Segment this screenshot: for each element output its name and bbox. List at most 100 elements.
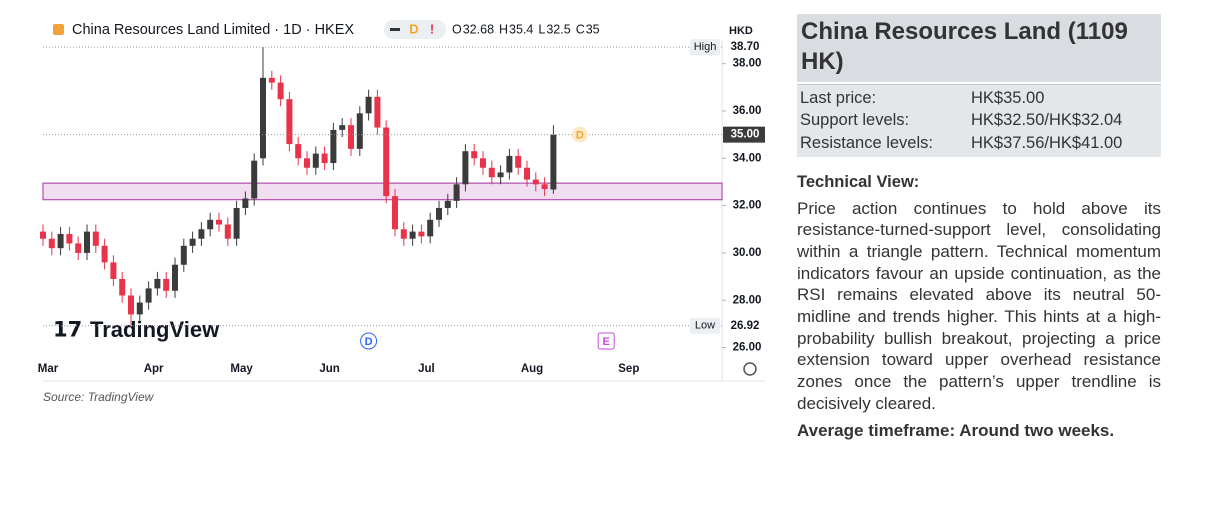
table-cell: Last price: xyxy=(800,88,877,107)
event-marker xyxy=(597,332,615,350)
price-name-tag xyxy=(690,39,720,56)
price-name: Low xyxy=(695,320,715,332)
candle-body xyxy=(304,158,310,168)
event-marker xyxy=(360,332,378,350)
x-tick-label: May xyxy=(230,363,253,375)
event-marker xyxy=(571,126,588,143)
chart-title: China Resources Land Limited · 1D · HKEX xyxy=(72,22,354,38)
candle-body xyxy=(224,224,231,239)
candle-body xyxy=(471,151,478,159)
panel: China Resources Land (1109 HK) Last pric… xyxy=(797,14,1161,441)
candle-body xyxy=(268,77,275,83)
candle-body xyxy=(172,264,178,291)
candle-body xyxy=(330,129,337,164)
price-tag xyxy=(723,317,765,334)
candle-body xyxy=(515,155,522,168)
panel-title: China Resources Land (1109 HK) xyxy=(797,14,1161,82)
candle-body xyxy=(383,127,390,197)
price-name: High xyxy=(694,41,717,53)
candle-body xyxy=(286,99,293,145)
body-text: Price action continues to hold above its… xyxy=(797,198,1161,413)
header-badge: ! xyxy=(430,21,434,36)
ohlc-key: H xyxy=(499,22,508,36)
candle-body xyxy=(198,229,205,239)
symbol-icon xyxy=(53,24,64,35)
candle-body xyxy=(374,96,381,128)
table-cell: Resistance levels: xyxy=(800,133,933,152)
candle-body xyxy=(110,262,117,279)
candle-body xyxy=(550,134,557,190)
section-title: Technical View: xyxy=(797,172,920,191)
candle-body xyxy=(163,278,170,291)
chart: China Resources Land Limited · 1D · HKEX… xyxy=(0,0,770,420)
price-tag-label: 38.70 xyxy=(731,41,760,53)
event-label: D xyxy=(365,336,373,348)
candle-body xyxy=(339,125,346,130)
x-tick-label: Jul xyxy=(418,363,435,375)
ohlc-key: C xyxy=(576,22,585,36)
y-tick-label: 32.00 xyxy=(733,200,762,212)
watermark: TradingView xyxy=(90,317,220,342)
candle-body xyxy=(75,243,82,253)
candle-body xyxy=(66,233,73,244)
price-tag-label: 26.92 xyxy=(731,320,760,332)
chart-bg xyxy=(0,0,770,420)
candle-body xyxy=(532,179,539,185)
candle-body xyxy=(312,153,319,168)
ohlc-value: 32.5 xyxy=(546,22,570,36)
ohlc-value: 35.4 xyxy=(509,22,533,36)
candle-body xyxy=(251,160,258,199)
y-tick-label: 36.00 xyxy=(733,105,762,117)
candle-body xyxy=(427,219,434,237)
price-tag xyxy=(723,126,765,143)
x-tick-label: Mar xyxy=(38,363,59,375)
y-tick-label: 28.00 xyxy=(733,294,762,306)
candle-body xyxy=(497,172,504,178)
y-tick-label: 34.00 xyxy=(733,152,762,164)
footer-text: Average timeframe: Around two weeks. xyxy=(797,420,1115,440)
candle-body xyxy=(462,151,469,185)
candle-body xyxy=(128,295,134,315)
y-tick-label: 26.00 xyxy=(733,342,762,354)
candle-body xyxy=(101,245,108,263)
settings-icon[interactable] xyxy=(743,362,757,376)
table-row: Resistance levels: HK$37.56/HK$41.00 xyxy=(800,132,1158,155)
price-tag xyxy=(723,39,765,56)
price-tag-label: 35.00 xyxy=(731,129,760,141)
candle-body xyxy=(506,155,513,173)
candle-body xyxy=(400,229,407,239)
candle-body xyxy=(321,153,328,164)
candle-body xyxy=(409,231,416,239)
source: Source: TradingView xyxy=(43,390,155,404)
watermark-logo: 𝟭𝟳 xyxy=(53,319,82,342)
candle-body xyxy=(295,144,302,159)
candle-body xyxy=(189,238,196,246)
badge-bg xyxy=(384,20,446,39)
candle-body xyxy=(392,196,398,230)
table-row: Last price: HK$35.00 xyxy=(800,87,1158,110)
x-tick-label: Jun xyxy=(319,363,339,375)
candle-body xyxy=(180,245,187,265)
candle-body xyxy=(242,198,249,208)
candle-body xyxy=(453,184,460,201)
candle-body xyxy=(207,219,214,230)
header-badge: D xyxy=(409,21,418,36)
candle-body xyxy=(488,167,495,178)
candle-body xyxy=(418,231,425,237)
ohlc-key: L xyxy=(538,22,545,36)
table-cell: HK$32.50/HK$32.04 xyxy=(971,111,1123,130)
table-row: Support levels: HK$32.50/HK$32.04 xyxy=(800,110,1158,133)
candle-body xyxy=(541,184,548,190)
candle-body xyxy=(92,231,99,246)
table-cell: Support levels: xyxy=(800,111,910,130)
candle-body xyxy=(436,207,442,220)
support-band xyxy=(42,182,723,201)
ohlc-value: 32.68 xyxy=(463,22,494,36)
candle-body xyxy=(260,77,266,159)
ohlc-key: O xyxy=(452,22,462,36)
candle-body xyxy=(145,288,152,303)
x-tick-label: Aug xyxy=(521,363,543,375)
candle-body xyxy=(119,278,126,296)
candle-body xyxy=(277,82,284,100)
